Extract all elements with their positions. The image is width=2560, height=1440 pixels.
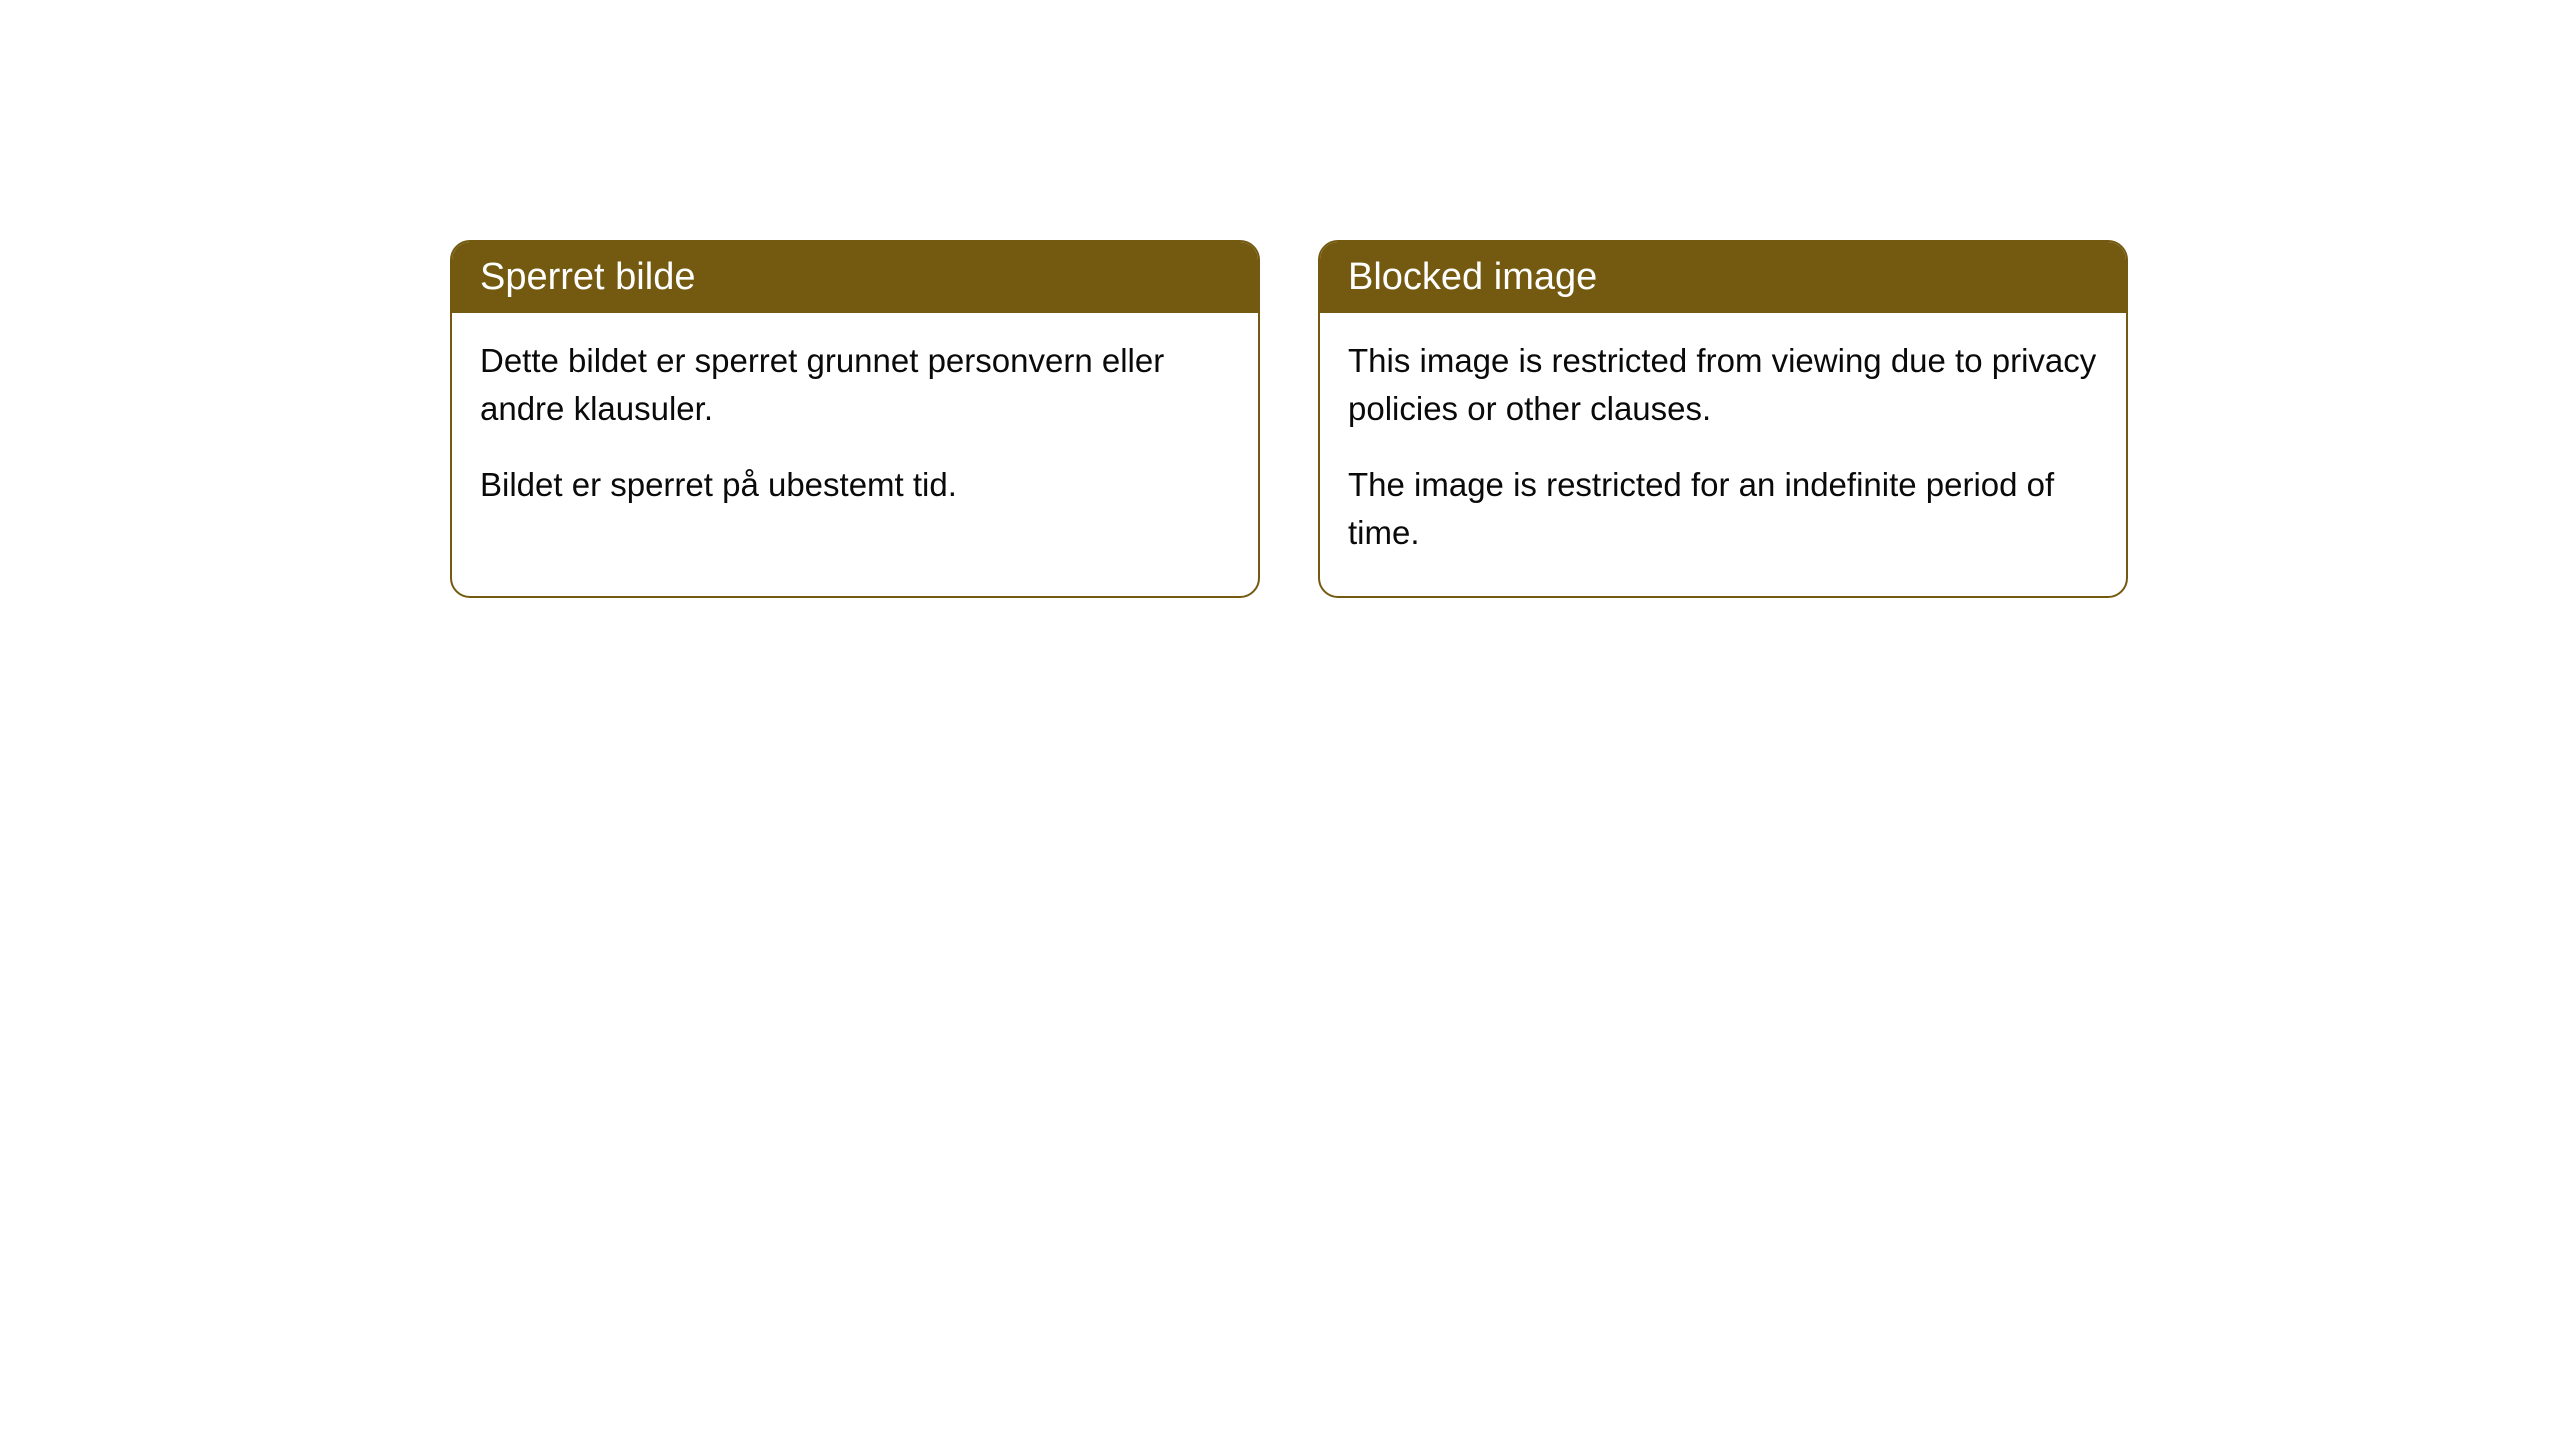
card-paragraph-1-norwegian: Dette bildet er sperret grunnet personve… bbox=[480, 337, 1230, 433]
card-title-english: Blocked image bbox=[1348, 256, 1597, 298]
card-body-norwegian: Dette bildet er sperret grunnet personve… bbox=[452, 313, 1258, 549]
card-title-norwegian: Sperret bilde bbox=[480, 256, 695, 298]
card-paragraph-2-norwegian: Bildet er sperret på ubestemt tid. bbox=[480, 461, 1230, 509]
card-body-english: This image is restricted from viewing du… bbox=[1320, 313, 2126, 596]
card-header-norwegian: Sperret bilde bbox=[452, 242, 1258, 313]
blocked-image-card-english: Blocked image This image is restricted f… bbox=[1318, 240, 2128, 598]
card-paragraph-1-english: This image is restricted from viewing du… bbox=[1348, 337, 2098, 433]
blocked-image-card-norwegian: Sperret bilde Dette bildet er sperret gr… bbox=[450, 240, 1260, 598]
card-header-english: Blocked image bbox=[1320, 242, 2126, 313]
card-paragraph-2-english: The image is restricted for an indefinit… bbox=[1348, 461, 2098, 557]
notice-cards-container: Sperret bilde Dette bildet er sperret gr… bbox=[450, 240, 2128, 598]
